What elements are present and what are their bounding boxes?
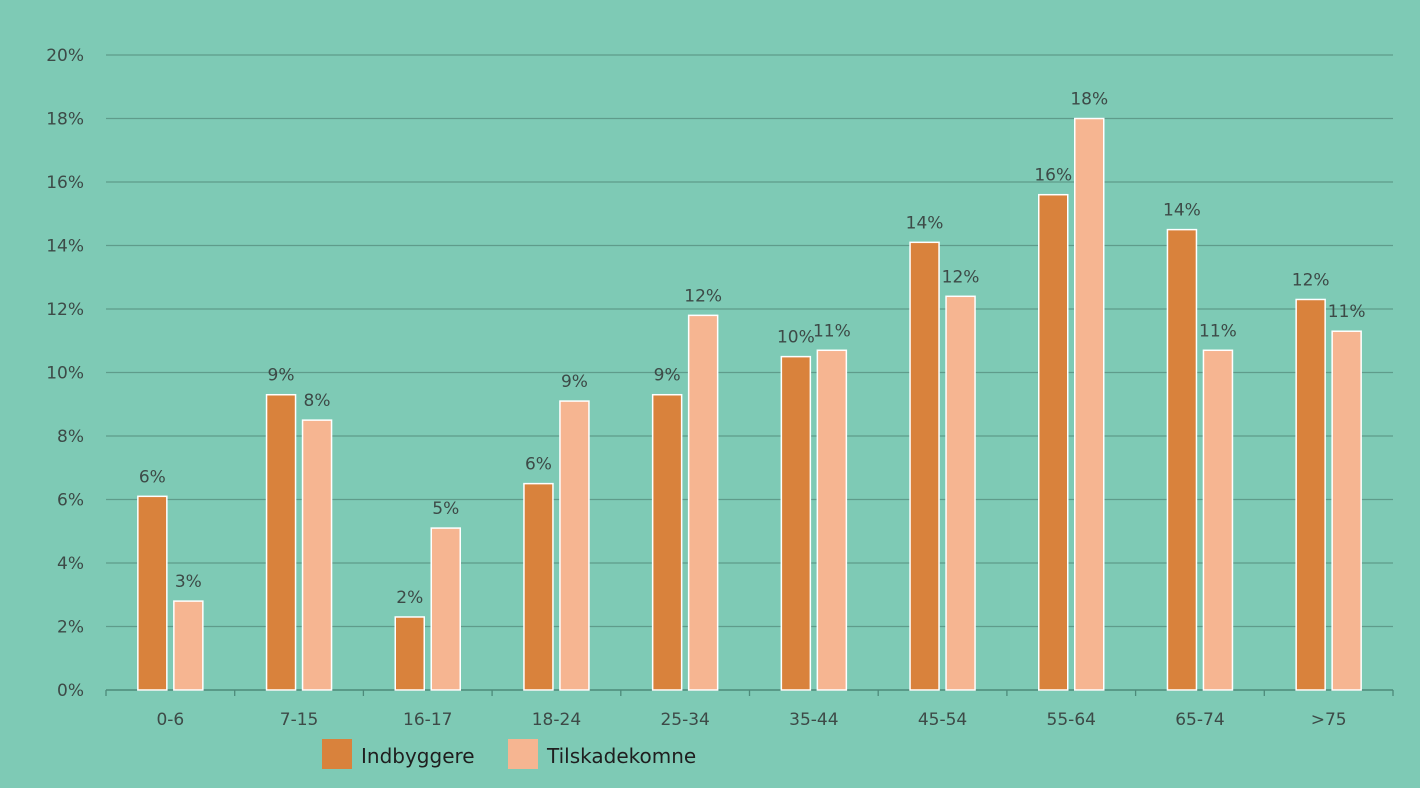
data-label-indbyggere-8: 14%: [1163, 201, 1201, 221]
bar-indbyggere-7: [1038, 193, 1069, 691]
bar-tilskadekomne-5: [816, 349, 848, 691]
x-tick-label: 45-54: [918, 710, 967, 730]
bar-tilskadekomne-3: [559, 400, 590, 691]
bar-indbyggere-5: [780, 355, 812, 691]
legend-label-tilskadekomne: Tilskadekomne: [546, 744, 696, 768]
bar-tilskadekomne-6: [945, 295, 976, 691]
data-label-tilskadekomne-0: 3%: [175, 572, 202, 592]
bar-indbyggere-0: [137, 495, 168, 691]
y-tick-label: 18%: [46, 110, 84, 130]
data-label-indbyggere-2: 2%: [396, 588, 423, 608]
y-tick-label: 10%: [46, 364, 84, 384]
data-label-indbyggere-4: 9%: [654, 366, 681, 386]
bar-tilskadekomne-2: [430, 527, 461, 691]
x-tick-label: 55-64: [1047, 710, 1096, 730]
y-tick-label: 16%: [46, 173, 84, 193]
x-tick-label: 35-44: [789, 710, 838, 730]
x-tick-label: 0-6: [156, 710, 184, 730]
y-tick-label: 4%: [57, 554, 84, 574]
x-tick-label: 18-24: [532, 710, 581, 730]
legend-label-indbyggere: Indbyggere: [361, 744, 475, 768]
y-tick-label: 6%: [57, 491, 84, 511]
bar-tilskadekomne-9: [1331, 330, 1362, 691]
data-label-tilskadekomne-5: 11%: [813, 321, 851, 341]
data-label-tilskadekomne-3: 9%: [561, 372, 588, 392]
y-tick-label: 2%: [57, 618, 84, 638]
bar-indbyggere-3: [523, 482, 554, 691]
data-label-tilskadekomne-4: 12%: [684, 286, 722, 306]
y-tick-label: 20%: [46, 46, 84, 66]
data-label-tilskadekomne-7: 18%: [1070, 90, 1108, 110]
y-tick-label: 14%: [46, 237, 84, 257]
data-label-tilskadekomne-9: 11%: [1328, 302, 1366, 322]
bar-indbyggere-2: [394, 616, 425, 691]
bar-tilskadekomne-1: [301, 419, 333, 691]
bar-indbyggere-1: [265, 393, 297, 691]
y-axis-ticks: 0% 2% 4% 6% 8% 10% 12% 14% 16% 18% 20%: [46, 46, 84, 701]
x-tick-label: 7-15: [280, 710, 319, 730]
data-label-indbyggere-0: 6%: [139, 467, 166, 487]
y-tick-label: 8%: [57, 427, 84, 447]
data-labels: 6%3%9%8%2%5%6%9% 9%12%10%11%14%12%16%18%1…: [139, 90, 1366, 608]
bar-indbyggere-4: [651, 393, 683, 691]
data-label-tilskadekomne-8: 11%: [1199, 321, 1237, 341]
x-tick-label: >75: [1311, 710, 1347, 730]
data-label-indbyggere-5: 10%: [777, 328, 815, 348]
data-label-tilskadekomne-6: 12%: [942, 267, 980, 287]
bars: [137, 117, 1362, 691]
data-label-indbyggere-3: 6%: [525, 455, 552, 475]
y-tick-label: 0%: [57, 681, 84, 701]
bar-tilskadekomne-7: [1074, 117, 1105, 691]
bar-indbyggere-6: [909, 241, 940, 691]
bar-tilskadekomne-8: [1202, 349, 1234, 691]
data-label-tilskadekomne-2: 5%: [432, 499, 459, 519]
data-label-indbyggere-1: 9%: [268, 366, 295, 386]
x-tick-label: 16-17: [403, 710, 452, 730]
data-label-tilskadekomne-1: 8%: [304, 391, 331, 411]
data-label-indbyggere-7: 16%: [1034, 166, 1072, 186]
legend-swatch-tilskadekomne: [508, 739, 538, 769]
bar-tilskadekomne-0: [173, 600, 204, 691]
y-tick-label: 12%: [46, 300, 84, 320]
x-tick-label: 25-34: [660, 710, 709, 730]
legend: Indbyggere Tilskadekomne: [322, 739, 696, 769]
x-tick-label: 65-74: [1175, 710, 1224, 730]
legend-swatch-indbyggere: [322, 739, 352, 769]
data-label-indbyggere-9: 12%: [1292, 270, 1330, 290]
gridlines: [105, 54, 1394, 696]
bar-indbyggere-9: [1295, 298, 1326, 691]
x-axis-ticks: 0-6 7-15 16-17 18-24 25-34 35-44 45-54 55-64 65-…: [156, 710, 1346, 730]
bar-tilskadekomne-4: [687, 314, 719, 691]
bar-indbyggere-8: [1166, 228, 1198, 691]
data-label-indbyggere-6: 14%: [906, 213, 944, 233]
